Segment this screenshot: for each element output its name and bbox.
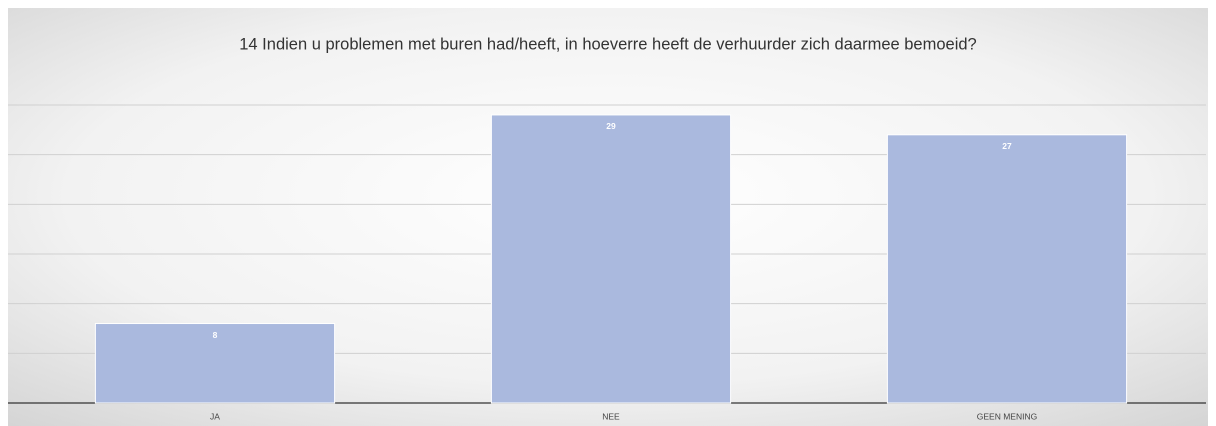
- x-tick-label: GEEN MENING: [977, 411, 1037, 421]
- chart-title: 14 Indien u problemen met buren had/heef…: [239, 35, 976, 53]
- x-tick-label: JA: [210, 411, 220, 421]
- bar: [886, 134, 1128, 404]
- bar: [490, 114, 732, 404]
- data-label: 27: [1002, 141, 1012, 151]
- bar: [94, 323, 336, 404]
- data-label: 8: [213, 330, 218, 340]
- data-label: 29: [606, 121, 616, 131]
- x-tick-label: NEE: [602, 411, 620, 421]
